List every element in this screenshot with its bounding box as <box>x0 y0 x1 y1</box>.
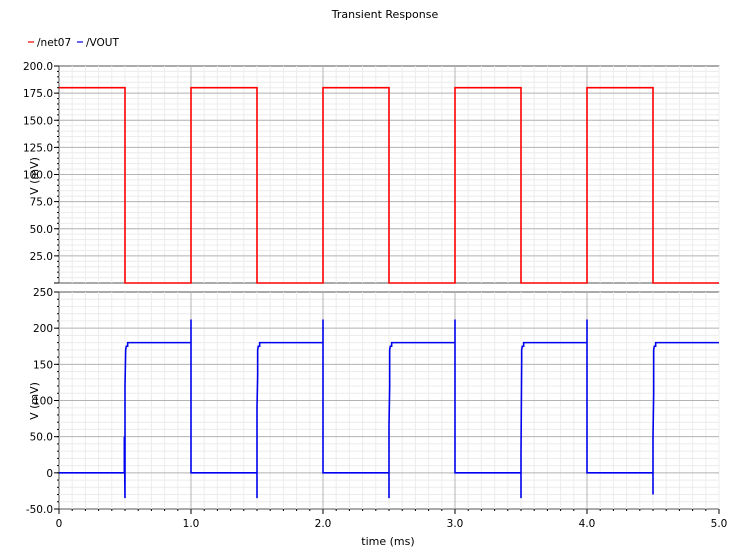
series-line-net07 <box>59 86 719 284</box>
y-tick-label: 100 <box>33 396 53 408</box>
series-line-vout <box>59 319 719 499</box>
legend: /net07 /VOUT <box>28 37 119 49</box>
panel-net07: 25.0 50.0 75.0 100.0 125.0 150.0 175.0 200.0 <box>23 61 720 284</box>
y-tick-label: 200.0 <box>23 61 53 73</box>
legend-label-vout: /VOUT <box>86 37 119 49</box>
chart-title: Transient Response <box>331 8 439 21</box>
y-tick-label: -50.0 <box>26 504 53 516</box>
x-tick-label: 2.0 <box>315 518 332 530</box>
x-tick-label: 4.0 <box>579 518 596 530</box>
x-axis-label: time (ms) <box>361 535 414 548</box>
y-tick-label: 100.0 <box>23 170 53 182</box>
x-tick-label: 0 <box>56 518 63 530</box>
y-axis-label-top: V (mV) <box>28 157 41 195</box>
x-axis: 0 1.0 2.0 3.0 4.0 5.0 <box>56 509 728 530</box>
x-tick-label: 1.0 <box>183 518 200 530</box>
y-axis-label-bottom: V (mV) <box>28 382 41 420</box>
y-tick-label: 150 <box>33 359 53 371</box>
y-tick-label: 250 <box>33 287 53 299</box>
y-tick-label: 50.0 <box>30 432 53 444</box>
y-tick-label: 175.0 <box>23 88 53 100</box>
legend-label-net07: /net07 <box>37 37 71 49</box>
y-tick-label: 25.0 <box>30 251 53 263</box>
x-tick-label: 5.0 <box>711 518 728 530</box>
panel-vout: -50.0 0 50.0 100 150 200 250 <box>26 287 720 516</box>
x-tick-label: 3.0 <box>447 518 464 530</box>
y-tick-label: 0 <box>46 468 53 480</box>
y-tick-label: 150.0 <box>23 115 53 127</box>
y-tick-label: 75.0 <box>30 197 53 209</box>
y-tick-label: 200 <box>33 323 53 335</box>
y-tick-label: 50.0 <box>30 224 53 236</box>
y-tick-label: 125.0 <box>23 142 53 154</box>
